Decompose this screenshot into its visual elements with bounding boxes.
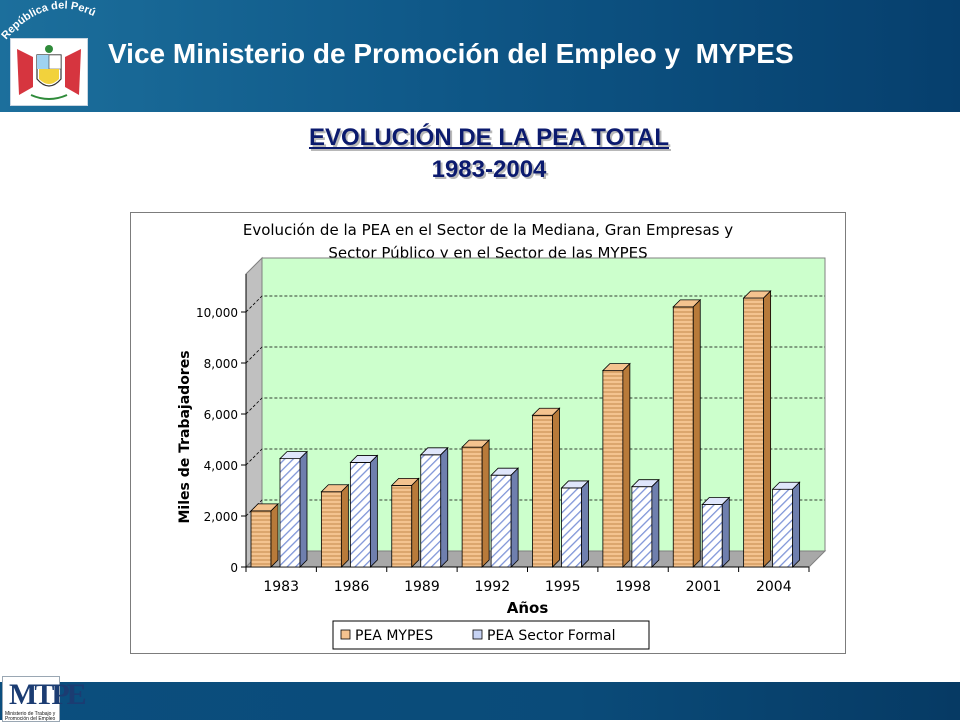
bar-mypes-1983: [250, 502, 279, 568]
y-tick-label: 10,000: [196, 306, 238, 320]
ministry-logo-mark: MTPE: [9, 678, 87, 711]
legend-label-mypes: PEA MYPES: [355, 628, 433, 644]
crest-caption-text: República del Perú: [0, 0, 97, 42]
footer-bar: [0, 682, 960, 720]
bar-side: [440, 446, 449, 568]
bar-mypes-1986: [320, 483, 350, 568]
chart-title-line-1: Evolución de la PEA en el Sector de la M…: [242, 221, 734, 239]
x-tick-label: 2004: [756, 579, 792, 595]
gridline: [245, 346, 825, 364]
y-tick-label: 4,000: [204, 459, 238, 473]
legend-swatch-mypes: [340, 629, 351, 640]
y-tick-label: 2,000: [204, 510, 238, 524]
y-tick-label: 8,000: [204, 357, 238, 371]
x-tick-label: 2001: [686, 579, 722, 595]
gridline: [245, 295, 825, 313]
bar-formal-1983: [279, 450, 308, 568]
bar-face: [461, 446, 483, 568]
bar-mypes-2001: [672, 298, 702, 568]
bar-face: [561, 487, 582, 568]
bar-side: [721, 496, 730, 568]
bar-mypes-1989: [390, 477, 420, 568]
bar-chart: 0 2,000 4,000 6,000 8,000 10,000 1983 1986 1989 1…: [177, 256, 827, 650]
bar-face: [250, 510, 272, 568]
y-tick-label: 6,000: [204, 408, 238, 422]
bar-face: [631, 486, 653, 568]
bar-face: [391, 484, 413, 568]
ministry-logo: MTPE Ministerio de Trabajo y Promoción d…: [2, 676, 87, 722]
legend-label-formal: PEA Sector Formal: [487, 628, 616, 644]
crest-caption: República del Perú: [0, 0, 97, 42]
bar-mypes-1995: [531, 407, 561, 568]
bar-mypes-1998: [601, 362, 631, 568]
page-title: Vice Ministerio de Promoción del Empleo …: [108, 38, 794, 69]
bar-face: [602, 370, 624, 568]
svg-text:República del Perú: República del Perú: [0, 0, 97, 42]
y-tick-label: 0: [230, 561, 238, 575]
bar-face: [420, 454, 442, 568]
x-axis-title: Años: [507, 599, 549, 617]
bar-mypes-2004: [742, 290, 772, 568]
gridline: [245, 448, 825, 466]
bar-face: [701, 504, 723, 568]
bar-side: [792, 481, 801, 568]
bar-side: [552, 407, 560, 568]
section-period: 1983-2004: [0, 156, 960, 184]
bar-side: [340, 483, 349, 568]
bar-side: [299, 450, 308, 568]
section-heading-text: EVOLUCIÓN DE LA PEA TOTAL: [308, 124, 669, 151]
legend-box: [332, 620, 650, 650]
bar-face: [349, 462, 371, 568]
bar-formal-2004: [771, 481, 801, 568]
bar-side: [481, 439, 490, 568]
coat-of-arms-icon: [17, 45, 81, 100]
section-heading: EVOLUCIÓN DE LA PEA TOTAL: [0, 124, 960, 152]
bar-side: [270, 502, 279, 568]
bar-mypes-1992: [461, 439, 491, 568]
bar-face: [490, 474, 512, 568]
legend-swatch-formal: [472, 629, 483, 640]
x-tick-label: 1983: [263, 579, 299, 595]
bar-face: [772, 488, 794, 568]
x-tick-label: 1995: [545, 579, 581, 595]
bar-side: [510, 467, 519, 568]
bar-side: [622, 362, 631, 568]
ministry-logo-caption: Ministerio de Trabajo y Promoción del Em…: [5, 711, 56, 722]
x-tick-label: 1986: [334, 579, 370, 595]
bar-formal-1989: [419, 446, 449, 568]
x-tick-label: 1998: [615, 579, 651, 595]
bar-side: [763, 290, 772, 568]
bar-side: [651, 478, 660, 568]
chart-container: Evolución de la PEA en el Sector de la M…: [130, 212, 846, 654]
bar-face: [320, 491, 342, 568]
header-banner: República del Perú Vice Ministerio de Pr…: [0, 0, 960, 112]
bar-side: [692, 298, 701, 568]
chart-legend: PEA MYPES PEA Sector Formal: [332, 620, 650, 650]
bar-face: [279, 458, 301, 568]
section-period-text: 1983-2004: [431, 156, 547, 183]
gridline: [245, 397, 825, 415]
y-axis-title: Miles de Trabajadores: [177, 350, 193, 523]
peru-crest-logo: [10, 38, 88, 106]
bar-formal-1995: [560, 479, 590, 568]
bar-face: [672, 306, 694, 568]
x-tick-label: 1992: [474, 579, 510, 595]
bar-side: [411, 477, 420, 568]
x-tick-label: 1989: [404, 579, 440, 595]
bar-formal-2001: [701, 496, 731, 568]
bar-side: [369, 454, 378, 568]
bar-face: [743, 297, 765, 568]
bar-formal-1992: [490, 467, 520, 568]
bar-formal-1986: [349, 454, 379, 568]
bar-formal-1998: [630, 478, 660, 568]
bar-face: [532, 414, 553, 568]
bar-side: [581, 479, 589, 568]
